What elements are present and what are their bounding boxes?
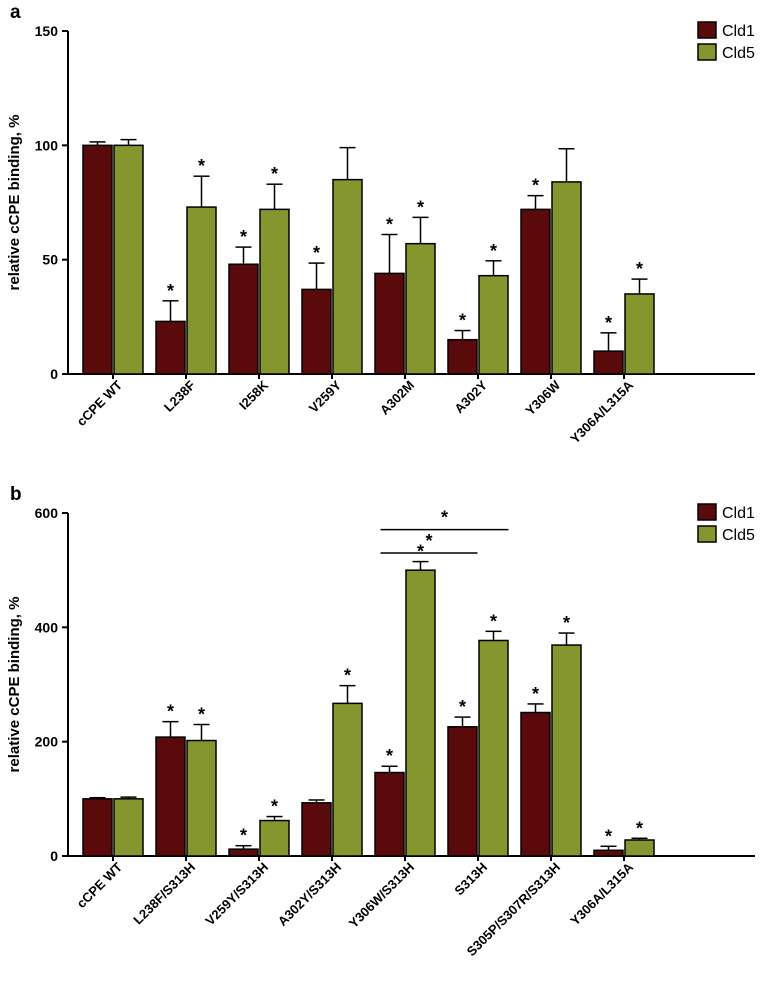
bar-cld1: [82, 144, 113, 375]
y-tick-label: 600: [35, 505, 59, 521]
bar-cld1: [82, 798, 113, 857]
y-tick-label: 200: [35, 734, 59, 750]
bar-cld5: [624, 293, 655, 375]
x-category-label: A302Y/S313H: [275, 860, 344, 929]
x-category-label: V259Y: [306, 377, 344, 415]
legend-label-cld1: Cld1: [722, 505, 755, 522]
bar-cld5: [478, 274, 509, 375]
legend-swatch-cld5: [697, 43, 717, 61]
bar-cld1: [520, 711, 551, 857]
x-category-label: cCPE WT: [74, 377, 126, 429]
x-category-label: L238F: [161, 377, 198, 414]
significance-star: *: [490, 611, 497, 631]
bar-cld1: [155, 736, 186, 857]
x-category-label: Y306A/L315A: [567, 377, 636, 446]
bar-cld1: [447, 726, 478, 857]
x-category-label: Y306W: [522, 377, 563, 418]
significance-star: *: [167, 702, 174, 722]
x-category-label: A302M: [377, 378, 417, 418]
legend-label-cld5: Cld5: [722, 45, 755, 62]
significance-star: *: [198, 156, 205, 176]
y-tick-label: 0: [50, 848, 58, 864]
bar-cld5: [259, 819, 290, 857]
y-axis-label: relative cCPE binding, %: [6, 115, 23, 291]
bar-cld5: [405, 569, 436, 857]
y-tick-label: 400: [35, 619, 59, 635]
bar-cld5: [186, 739, 217, 857]
bar-cld5: [113, 798, 144, 857]
significance-star: *: [605, 826, 612, 846]
bar-cld1: [374, 771, 405, 857]
bracket-star: *: [425, 531, 432, 551]
y-tick-label: 150: [35, 23, 59, 39]
significance-star: *: [417, 197, 424, 217]
significance-star: *: [240, 826, 247, 846]
y-tick-label: 0: [50, 366, 58, 382]
bar-cld5: [551, 644, 582, 857]
legend-swatch-cld1: [697, 21, 717, 39]
bar-cld1: [447, 338, 478, 375]
significance-star: *: [563, 613, 570, 633]
panel-a-chart: a relative cCPE binding, % 0 50 100 150 cCPE W…: [6, 2, 755, 446]
significance-star: *: [240, 227, 247, 247]
bar-cld1: [593, 350, 624, 375]
legend-label-cld5: Cld5: [722, 527, 755, 544]
bar-cld5: [113, 144, 144, 375]
significance-star: *: [344, 666, 351, 686]
x-category-label: cCPE WT: [74, 859, 126, 911]
panel-letter: a: [10, 2, 21, 23]
panel-letter: b: [10, 484, 22, 505]
significance-star: *: [271, 164, 278, 184]
bar-cld1: [301, 288, 332, 375]
x-category-label: V259Y/S313H: [202, 860, 271, 929]
bar-cld1: [593, 849, 624, 857]
bar-cld5: [332, 178, 363, 375]
x-category-label: A302Y: [451, 377, 490, 416]
significance-star: *: [532, 176, 539, 196]
significance-star: *: [313, 243, 320, 263]
bar-cld1: [155, 320, 186, 375]
legend-label-cld1: Cld1: [722, 23, 755, 40]
bracket-star: *: [441, 508, 448, 528]
significance-star: *: [459, 697, 466, 717]
significance-star: *: [532, 684, 539, 704]
y-axis-label: relative cCPE binding, %: [6, 597, 23, 773]
significance-star: *: [605, 313, 612, 333]
bar-cld5: [551, 181, 582, 375]
significance-star: *: [386, 215, 393, 235]
significance-star: *: [636, 259, 643, 279]
x-category-label: Y306A/L315A: [567, 859, 636, 928]
significance-star: *: [271, 797, 278, 817]
x-category-label: S313H: [451, 860, 490, 899]
y-tick-label: 50: [42, 252, 58, 268]
significance-star: *: [459, 311, 466, 331]
bar-cld1: [374, 272, 405, 375]
legend-swatch-cld1: [697, 503, 717, 521]
significance-star: *: [490, 241, 497, 261]
bar-cld5: [332, 702, 363, 857]
significance-star: *: [167, 281, 174, 301]
legend-swatch-cld5: [697, 525, 717, 543]
bar-cld5: [624, 839, 655, 857]
bar-cld1: [520, 208, 551, 375]
bar-cld5: [186, 206, 217, 375]
significance-star: *: [198, 705, 205, 725]
panel-b-chart: b relative cCPE binding, % 0 200 400 600 cCPE …: [6, 484, 755, 959]
x-category-label: Y306W/S313H: [346, 860, 417, 931]
bar-cld5: [478, 639, 509, 857]
x-category-label: I258K: [236, 377, 272, 413]
bar-cld1: [228, 263, 259, 375]
significance-star: *: [386, 746, 393, 766]
significance-star: *: [417, 542, 424, 562]
significance-star: *: [636, 818, 643, 838]
bar-cld5: [259, 208, 290, 375]
x-category-label: L238F/S313H: [130, 860, 198, 928]
y-tick-label: 100: [35, 137, 59, 153]
bar-cld1: [301, 802, 332, 857]
bar-cld5: [405, 242, 436, 375]
bar-cld1: [228, 848, 259, 857]
